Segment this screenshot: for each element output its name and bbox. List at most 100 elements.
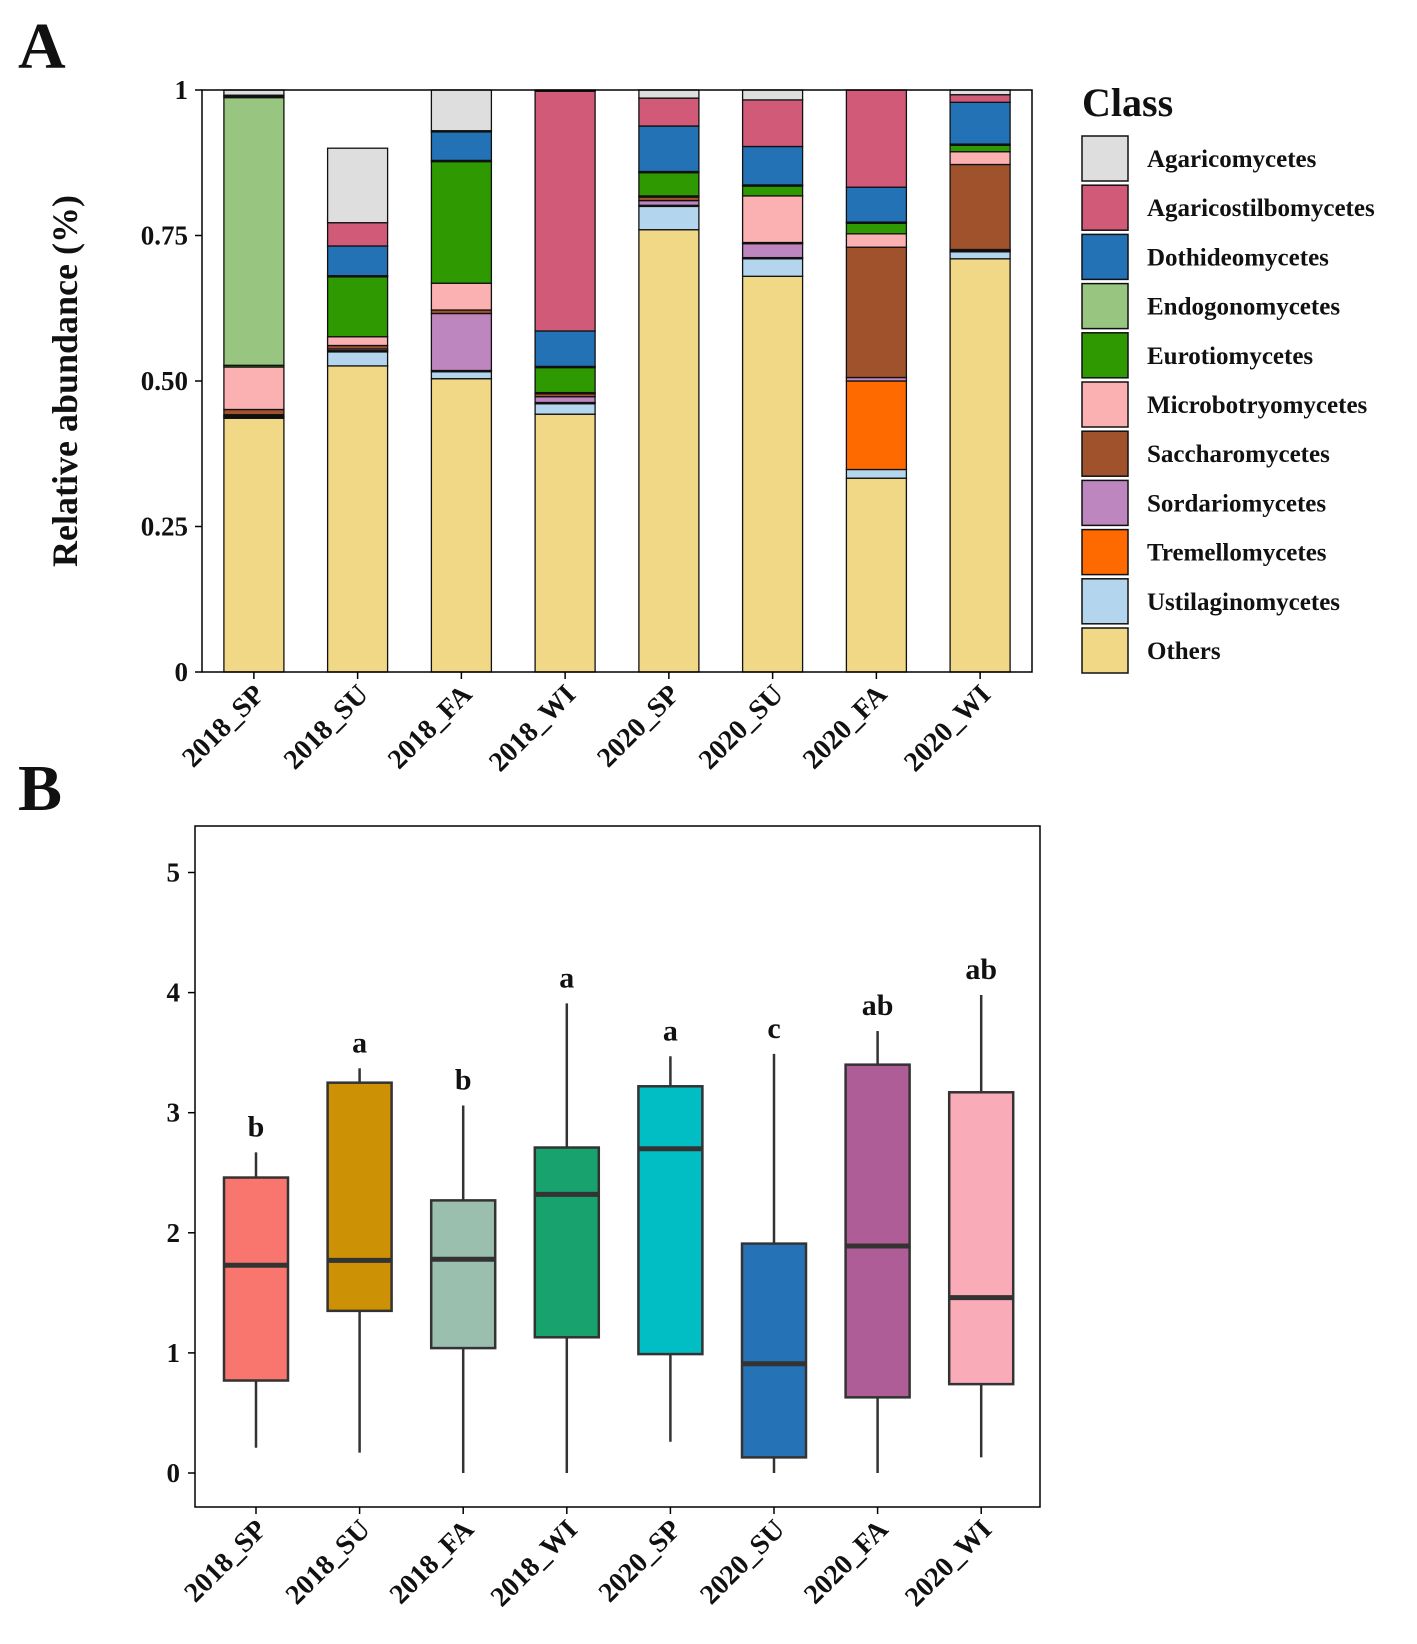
bar-segment — [741, 89, 804, 101]
legend-swatch — [1081, 184, 1129, 231]
bar-segment — [638, 125, 700, 173]
legend: Class Agaricomycetes Agaricostilbomycetes… — [1081, 80, 1375, 674]
box — [844, 1063, 911, 1399]
bar-segment — [741, 275, 804, 673]
y-tick-label: 0 — [175, 657, 189, 687]
significance-label: a — [352, 1026, 367, 1059]
box — [947, 1091, 1015, 1386]
bar-segment — [326, 222, 389, 247]
bar-segment — [638, 199, 700, 206]
bar-segment — [326, 365, 389, 673]
legend-label: Tremellomycetes — [1147, 540, 1327, 567]
x-tick-label: 2020_SP — [593, 1514, 688, 1609]
legend-swatch — [1081, 578, 1129, 625]
bar-segment — [430, 282, 493, 311]
box — [740, 1242, 808, 1459]
bar-segment — [638, 205, 700, 231]
bar-segment — [949, 144, 1011, 153]
bar-segment — [741, 185, 804, 197]
bar-segment — [326, 276, 389, 338]
x-tick-label: 2018_SU — [278, 679, 375, 776]
bar-segment — [223, 366, 285, 411]
legend-title: Class — [1082, 80, 1173, 125]
x-tick-label: 2018_SP — [178, 1514, 273, 1609]
x-tick-label: 2018_WI — [485, 1514, 584, 1613]
x-tick-label: 2020_FA — [797, 678, 894, 775]
bar-segment — [949, 94, 1011, 103]
box — [533, 1146, 601, 1339]
bar-segment — [638, 97, 700, 127]
legend-label: Microbotryomycetes — [1147, 392, 1368, 419]
bar-segment — [534, 330, 596, 368]
panel-label-b: B — [18, 752, 62, 825]
y-tick-label: 4 — [167, 978, 181, 1008]
legend-label: Dothideomycetes — [1147, 244, 1329, 271]
x-tick-label: 2018_WI — [483, 679, 582, 778]
bar-segment — [741, 258, 804, 277]
y-axis-b: 0 1 2 3 4 5 — [167, 858, 195, 1488]
plot-border-a — [201, 89, 1033, 673]
legend-swatch — [1081, 479, 1129, 527]
x-axis-b: 2018_SP 2018_SU 2018_FA 2018_WI 2020_SP 2020_… — [178, 1507, 998, 1613]
bar-segment — [845, 468, 908, 479]
y-tick-label: 1 — [175, 75, 189, 105]
bar-segment — [638, 171, 700, 197]
x-tick-label: 2020_SU — [694, 1514, 791, 1611]
bar-segment — [430, 89, 493, 132]
legend-swatch — [1081, 430, 1129, 477]
bar-segment — [326, 336, 389, 347]
bar-segment — [949, 251, 1011, 260]
bar-segment — [638, 89, 700, 99]
bar-segment — [949, 151, 1011, 166]
bar-segment — [845, 233, 908, 248]
x-tick-label: 2020_WI — [899, 1514, 998, 1613]
bar-segment — [223, 96, 285, 366]
bar-segment — [430, 378, 493, 673]
significance-label: c — [767, 1012, 780, 1045]
x-tick-label: 2020_SU — [693, 679, 790, 776]
x-tick-label: 2020_FA — [798, 1513, 895, 1610]
bar-segment — [741, 195, 804, 244]
bar-segment — [223, 408, 285, 416]
legend-swatch — [1081, 332, 1129, 379]
bar-segment — [430, 131, 493, 162]
legend-label: Endogonomycetes — [1147, 294, 1340, 321]
y-tick-label: 1 — [167, 1338, 181, 1368]
y-tick-label: 0.50 — [141, 366, 188, 396]
legend-swatch — [1081, 135, 1129, 182]
legend-items: Agaricomycetes Agaricostilbomycetes Dothid… — [1081, 135, 1375, 674]
legend-swatch — [1081, 381, 1129, 428]
bar-segment — [845, 246, 908, 379]
bar-segment — [430, 160, 493, 284]
y-tick-label: 3 — [167, 1098, 181, 1128]
bar-segment — [430, 312, 493, 372]
box — [429, 1199, 497, 1350]
bar-segment — [741, 99, 804, 148]
y-tick-label: 5 — [167, 858, 181, 888]
legend-swatch — [1081, 627, 1129, 674]
y-axis-title-a: Relative abundance (%) — [45, 195, 85, 567]
bar-segment — [741, 242, 804, 259]
significance-label: a — [559, 961, 574, 994]
bar-segment — [845, 477, 908, 673]
legend-label: Others — [1147, 638, 1221, 665]
bar-segment — [949, 163, 1011, 251]
bar-segment — [223, 89, 285, 96]
significance-label: a — [663, 1014, 678, 1047]
legend-swatch — [1081, 233, 1129, 281]
x-tick-label: 2018_FA — [382, 678, 479, 775]
stacked-bar-chart: 0 0.25 0.50 0.75 1 2018_SP 2018_SU 2018_FA 2018… — [45, 75, 1375, 778]
bar-segment — [741, 145, 804, 186]
significance-label: b — [455, 1063, 472, 1096]
y-tick-label: 0.75 — [141, 221, 188, 251]
legend-label: Saccharomycetes — [1147, 441, 1330, 468]
bar-segment — [534, 413, 596, 673]
y-tick-label: 0 — [167, 1458, 181, 1488]
box — [222, 1176, 290, 1382]
legend-label: Agaricostilbomycetes — [1147, 195, 1375, 222]
y-tick-label: 0.25 — [141, 512, 188, 542]
bar-segment — [949, 101, 1011, 145]
